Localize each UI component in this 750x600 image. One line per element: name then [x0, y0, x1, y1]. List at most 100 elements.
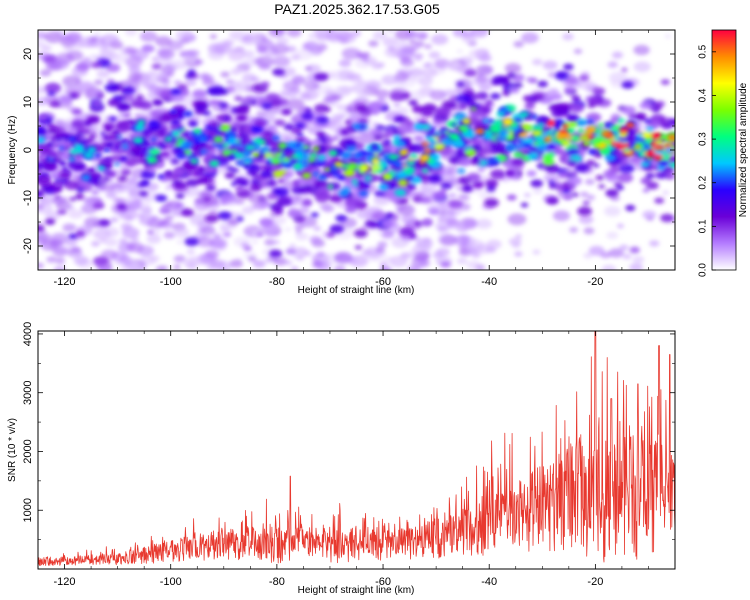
spectrogram-blob	[519, 111, 530, 118]
spectrogram-blob	[240, 34, 258, 46]
spectrogram-blob	[353, 229, 368, 238]
spectrogram-blob	[399, 226, 415, 237]
spectrogram-blob	[181, 131, 191, 138]
spectrogram-blob	[71, 246, 82, 253]
spectrogram-blob	[498, 136, 507, 142]
spectrogram-blob	[83, 152, 94, 159]
spectrogram-blob	[148, 168, 155, 173]
spectrogram-blob	[562, 33, 574, 41]
x-tick-label: -100	[160, 576, 182, 588]
spectrogram-blob	[331, 155, 339, 160]
spectrogram-blob	[406, 121, 415, 127]
spectrogram-blob	[626, 122, 635, 128]
spectrogram-blob	[184, 237, 199, 247]
spectrogram-blob	[161, 220, 169, 226]
spectrogram-blob	[183, 110, 193, 117]
spectrogram-blob	[104, 83, 120, 93]
spectrogram-blob	[617, 118, 625, 124]
spectrogram-blob	[361, 57, 369, 62]
spectrogram-blob	[100, 34, 120, 47]
spectrogram-blob	[58, 209, 67, 215]
spectrogram-blob	[523, 193, 531, 198]
snr-x-label: Height of straight line (km)	[298, 585, 415, 596]
spectrogram-blob	[568, 103, 585, 114]
spectrogram-blob	[236, 216, 244, 222]
spectrogram-blob	[49, 100, 61, 108]
spectrogram-blob	[38, 114, 48, 121]
spectrogram-blob	[139, 101, 152, 110]
spectrogram-blob	[622, 253, 632, 260]
spectrogram-blob	[234, 68, 243, 74]
spectrogram-blob	[513, 40, 524, 48]
spectrogram-blob	[194, 198, 204, 204]
spectrogram-blob	[351, 179, 358, 184]
spectrogram-blob	[339, 33, 356, 44]
spectrogram-blob	[173, 181, 188, 191]
spectrogram-blob	[526, 170, 537, 177]
spectrogram-blob	[122, 144, 129, 149]
spectrogram-blob	[214, 260, 233, 270]
spectrogram-blob	[593, 142, 602, 148]
spectrogram-blob	[457, 142, 465, 147]
spectrogram-blob	[543, 173, 560, 183]
spectrogram-blob	[537, 80, 549, 88]
spectrogram-blob	[222, 143, 229, 147]
spectrogram-blob	[633, 44, 650, 56]
spectrogram-blob	[156, 162, 165, 168]
spectrogram-blob	[48, 182, 56, 188]
spectrogram-blob	[270, 43, 289, 55]
spectrogram-blob	[551, 109, 564, 118]
spectrogram-blob	[148, 120, 159, 128]
spectrogram-blob	[565, 76, 579, 85]
spectrogram-blob	[316, 160, 324, 166]
colorbar-ticks: 0.0 0.1 0.2 0.3 0.4 0.5	[698, 44, 716, 277]
spectrogram-blob	[662, 190, 669, 195]
spectrogram-blob	[417, 259, 431, 267]
spectrogram-blob	[158, 143, 166, 149]
spectrogram-blob	[92, 100, 102, 106]
spectrogram-blob	[435, 107, 451, 117]
spectrogram-blob	[394, 189, 406, 197]
spectrogram-blob	[91, 241, 100, 247]
spectrogram-blob	[375, 89, 390, 99]
spectrogram-blob	[658, 159, 670, 167]
spectrogram-blob	[119, 156, 128, 162]
spectrogram-blob	[38, 137, 46, 143]
spectrogram-blob	[75, 132, 85, 138]
colorbar: 0.0 0.1 0.2 0.3 0.4 0.5 Normalized spectral a…	[698, 29, 749, 277]
spectrogram-blob	[383, 212, 394, 219]
spectrogram-blob	[561, 140, 570, 146]
spectrogram-blob	[236, 114, 248, 122]
spectrogram-blob	[309, 235, 322, 244]
spectrogram-blob	[668, 161, 675, 168]
spectrogram-blob	[270, 214, 287, 225]
spectrogram-blob	[573, 48, 583, 54]
spectrogram-blob	[355, 103, 369, 113]
spectrogram-blob	[220, 89, 229, 95]
spectrogram-blob	[152, 132, 160, 137]
spectrogram-blob	[164, 170, 173, 176]
spectrogram-blob	[266, 180, 277, 187]
spectrogram-blob	[186, 249, 196, 255]
spectrogram-blob	[236, 132, 250, 141]
spectrogram-blob	[107, 79, 115, 84]
spectrogram-blob	[261, 172, 269, 177]
spectrogram-blob	[53, 157, 62, 162]
spectrogram-blob	[420, 182, 438, 193]
spectrogram-blob	[235, 80, 251, 90]
spectrogram-blob	[282, 80, 300, 91]
spectrogram-blob	[359, 208, 372, 217]
spectrogram-blob	[272, 240, 280, 245]
spectrogram-blob	[183, 162, 197, 171]
spectrogram-blob	[170, 143, 176, 147]
spectrogram-blob	[204, 213, 219, 223]
spectrogram-blob	[116, 102, 132, 112]
spectrogram-blob	[414, 56, 422, 62]
spectrogram-blob	[634, 112, 647, 120]
spectrogram-blob	[640, 177, 652, 185]
spectrogram-blob	[444, 131, 450, 135]
spectrogram-blob	[189, 154, 195, 158]
spectrogram-blob	[138, 153, 147, 159]
y-tick-label: 10	[22, 96, 34, 108]
